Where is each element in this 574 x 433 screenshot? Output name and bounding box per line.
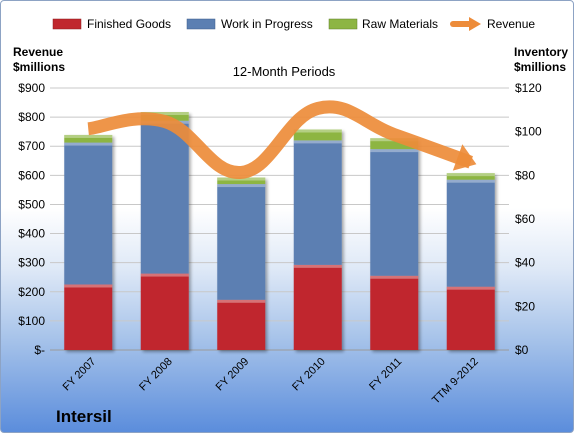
bar-segment-highlight	[370, 275, 419, 279]
bar-segment-finished-goods	[140, 273, 189, 350]
right-tick-label: $100	[515, 125, 542, 139]
bar-segment-work-in-progress	[217, 184, 266, 300]
legend-label-finished-goods: Finished Goods	[87, 17, 171, 31]
stacked-bars	[64, 112, 495, 350]
bar-segment-finished-goods	[370, 275, 419, 350]
legend-swatch-work-in-progress	[186, 18, 216, 30]
bar-segment-raw-materials	[370, 138, 419, 150]
left-axis-title-line1: Revenue	[13, 45, 63, 59]
bar-segment-finished-goods	[217, 299, 266, 350]
bar-stack-ttm-9-2012	[446, 173, 495, 350]
right-tick-label: $120	[515, 81, 542, 95]
bar-segment-raw-materials	[217, 177, 266, 185]
bar-segment-finished-goods	[446, 286, 495, 350]
left-tick-label: $200	[18, 285, 45, 299]
bar-stack-fy-2010	[293, 129, 342, 350]
bar-segment-highlight	[140, 112, 189, 116]
bar-stack-fy-2007	[64, 134, 113, 350]
left-tick-label: $-	[34, 343, 45, 357]
bar-segment-work-in-progress	[293, 140, 342, 265]
x-tick-label: FY 2008	[137, 356, 175, 394]
x-tick-label: FY 2007	[61, 356, 99, 394]
right-axis-ticks: $0 $20 $40 $60 $80 $100 $120	[515, 81, 542, 357]
revenue-line	[87, 100, 477, 179]
left-axis-ticks: $- $100 $200 $300 $400 $500 $600 $700 $800 $900	[18, 81, 45, 357]
bar-stack-fy-2008	[140, 112, 189, 350]
bar-stack-fy-2009	[217, 177, 266, 350]
bar-segment-raw-materials	[446, 173, 495, 180]
x-tick-label: FY 2011	[367, 356, 404, 393]
right-axis-title-line2: $millions	[514, 60, 566, 74]
left-tick-label: $900	[18, 81, 45, 95]
right-axis-title-line1: Inventory	[514, 45, 568, 59]
revenue-arrowhead	[452, 144, 477, 171]
bar-segment-highlight	[293, 129, 342, 133]
bar-segment-work-in-progress	[446, 179, 495, 287]
right-tick-label: $80	[515, 168, 535, 182]
bar-segment-highlight	[446, 173, 495, 177]
left-tick-label: $300	[18, 256, 45, 270]
legend-label-revenue: Revenue	[487, 17, 535, 31]
x-tick-label: FY 2010	[290, 356, 328, 394]
bar-segment-work-in-progress	[64, 142, 113, 285]
bar-segment-highlight	[293, 264, 342, 268]
x-tick-label: TTM 9-2012	[430, 356, 481, 407]
left-axis-title-line2: $millions	[13, 60, 65, 74]
bar-segment-highlight	[370, 149, 419, 153]
x-axis-ticks: FY 2007 FY 2008 FY 2009 FY 2010 FY 2011 TTM 9…	[61, 356, 481, 407]
bar-segment-highlight	[446, 179, 495, 183]
right-tick-label: $0	[515, 343, 529, 357]
x-tick-label: FY 2009	[214, 356, 252, 394]
left-tick-label: $700	[18, 139, 45, 153]
company-name: Intersil	[56, 407, 112, 426]
bar-segment-highlight	[64, 134, 113, 138]
left-tick-label: $100	[18, 314, 45, 328]
bar-segment-highlight	[64, 284, 113, 288]
bar-segment-work-in-progress	[370, 149, 419, 276]
bar-segment-work-in-progress	[140, 120, 189, 274]
bar-segment-highlight	[293, 140, 342, 144]
right-tick-label: $60	[515, 212, 535, 226]
bar-segment-highlight	[140, 273, 189, 277]
legend-swatch-raw-materials	[328, 18, 358, 30]
bar-segment-highlight	[217, 177, 266, 181]
legend: Finished Goods Work in Progress Raw Mate…	[52, 17, 535, 31]
bar-segment-highlight	[217, 184, 266, 188]
bar-segment-highlight	[217, 299, 266, 303]
left-tick-label: $600	[18, 168, 45, 182]
left-tick-label: $400	[18, 227, 45, 241]
bar-segment-raw-materials	[293, 129, 342, 141]
left-tick-label: $500	[18, 197, 45, 211]
bar-segment-finished-goods	[64, 284, 113, 350]
legend-label-work-in-progress: Work in Progress	[221, 17, 313, 31]
right-tick-label: $20	[515, 299, 535, 313]
left-tick-label: $800	[18, 110, 45, 124]
revenue-curve	[87, 100, 473, 179]
bar-stack-fy-2011	[370, 138, 419, 350]
chart-title: 12-Month Periods	[233, 64, 336, 79]
legend-swatch-revenue	[450, 17, 481, 31]
bar-segment-raw-materials	[64, 134, 113, 143]
legend-swatch-finished-goods	[52, 18, 82, 30]
bar-segment-highlight	[64, 142, 113, 146]
bar-segment-finished-goods	[293, 264, 342, 350]
legend-label-raw-materials: Raw Materials	[362, 17, 438, 31]
right-tick-label: $40	[515, 256, 535, 270]
bar-segment-highlight	[446, 286, 495, 290]
